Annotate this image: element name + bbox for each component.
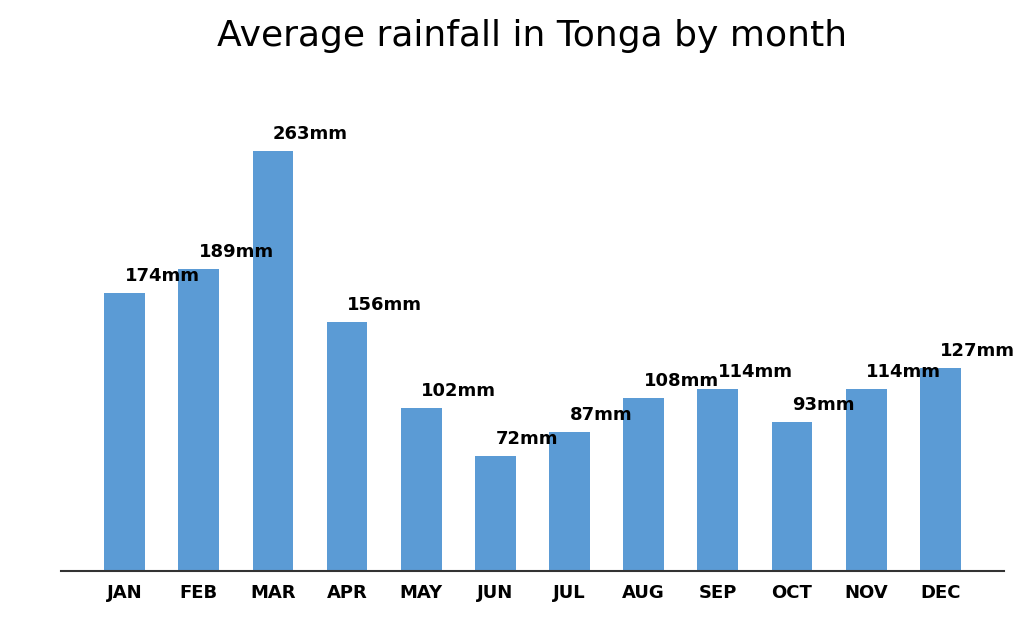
Text: 93mm: 93mm <box>792 396 854 414</box>
Text: 263mm: 263mm <box>273 125 348 143</box>
Title: Average rainfall in Tonga by month: Average rainfall in Tonga by month <box>217 18 848 53</box>
Text: 114mm: 114mm <box>866 363 941 381</box>
Bar <box>697 389 738 571</box>
Bar <box>772 422 812 571</box>
Bar <box>104 293 145 571</box>
Text: 102mm: 102mm <box>421 382 497 400</box>
Bar <box>253 151 293 571</box>
Text: 87mm: 87mm <box>569 406 632 424</box>
Text: 108mm: 108mm <box>644 372 719 391</box>
Text: 189mm: 189mm <box>199 243 274 261</box>
Bar <box>475 456 516 571</box>
Text: 114mm: 114mm <box>718 363 793 381</box>
Text: 127mm: 127mm <box>940 342 1016 360</box>
Bar <box>327 321 368 571</box>
Bar <box>178 269 219 571</box>
Text: 72mm: 72mm <box>496 430 558 448</box>
Text: 156mm: 156mm <box>347 296 422 314</box>
Bar <box>549 432 590 571</box>
Bar <box>846 389 887 571</box>
Bar <box>624 398 665 571</box>
Text: 174mm: 174mm <box>125 267 200 285</box>
Bar <box>920 368 961 571</box>
Bar <box>400 408 441 571</box>
